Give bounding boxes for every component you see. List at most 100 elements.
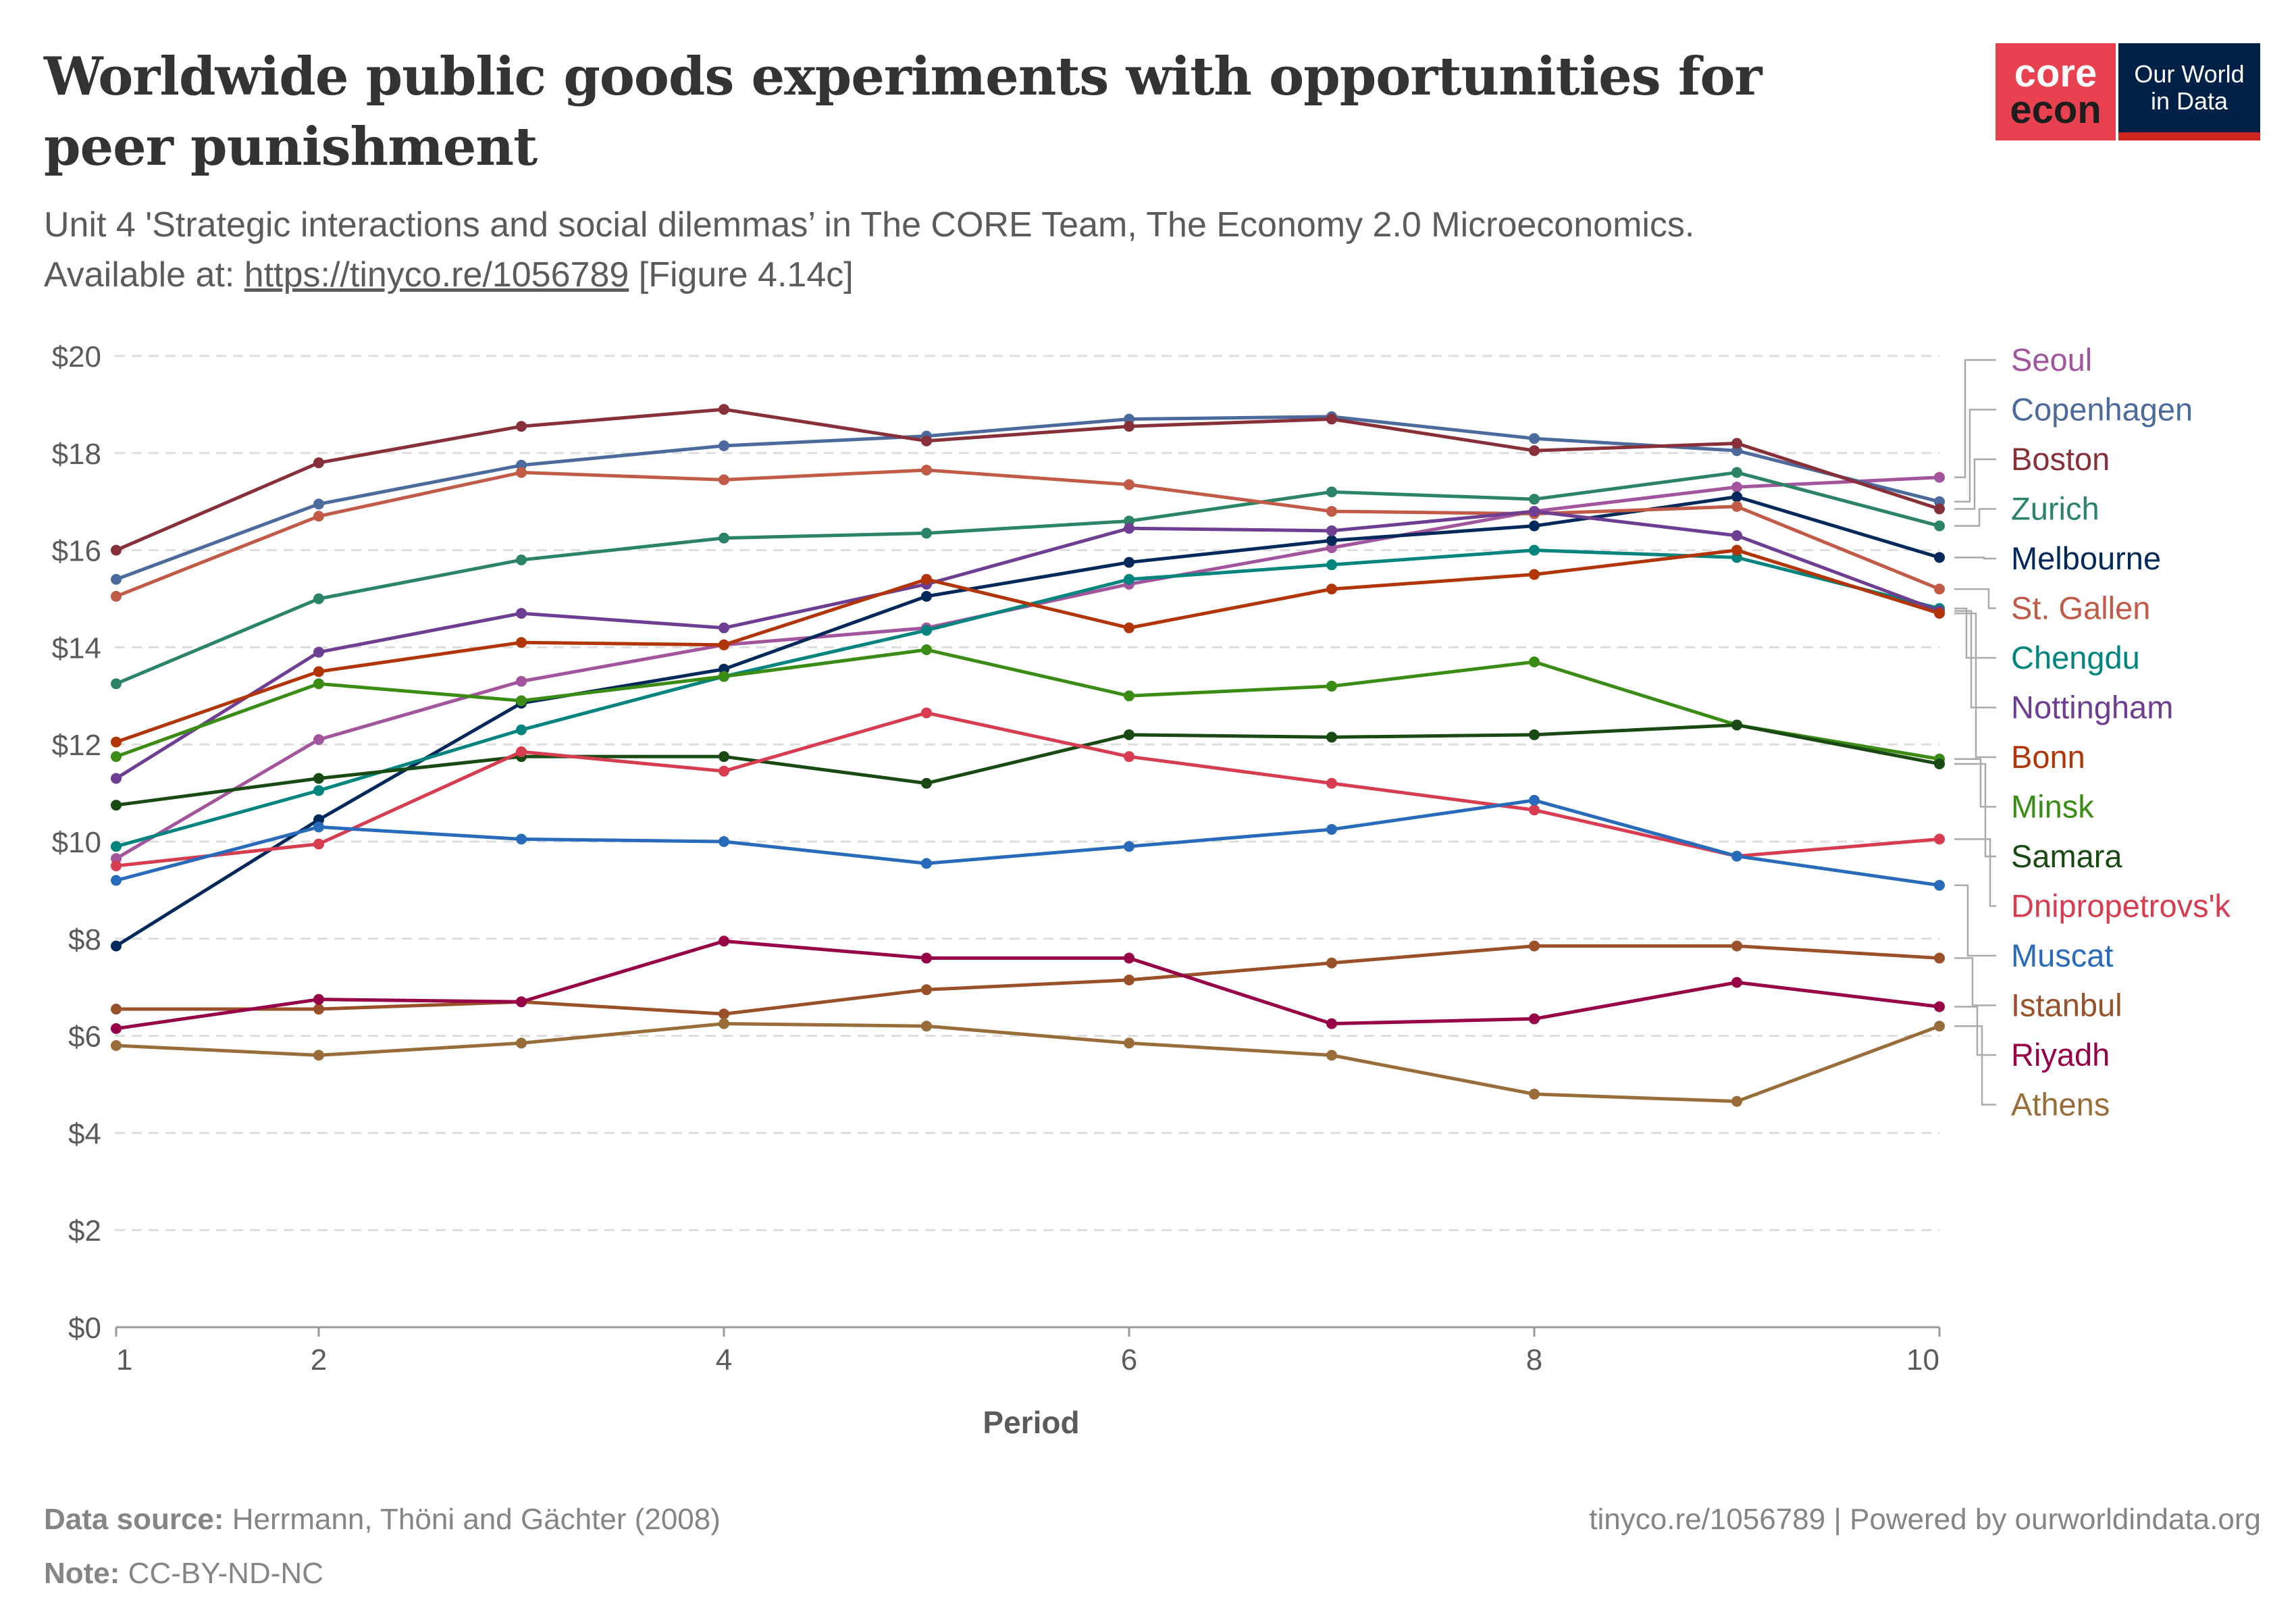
data-point	[1934, 1001, 1945, 1012]
data-point	[516, 421, 527, 432]
series-line	[115, 548, 1940, 848]
footer-credit[interactable]: tinyco.re/1056789 | Powered by ourworldi…	[1589, 1503, 2261, 1536]
data-point	[111, 800, 122, 811]
data-point	[921, 1021, 932, 1032]
data-point	[921, 952, 932, 964]
data-point	[921, 435, 932, 446]
series-line	[115, 548, 1940, 744]
data-point	[1731, 544, 1742, 556]
series-line	[115, 723, 1940, 807]
x-axis-label: Period	[983, 1405, 1079, 1440]
data-point	[921, 590, 932, 602]
data-point	[111, 573, 122, 585]
logo-core-text: core	[2014, 51, 2097, 95]
data-point	[313, 785, 324, 796]
data-point	[1731, 940, 1742, 952]
data-point	[313, 646, 324, 658]
data-point	[1326, 486, 1337, 498]
data-point	[1124, 421, 1134, 432]
data-point	[111, 773, 122, 784]
footer-left: Data source: Herrmann, Thöni and Gächter…	[44, 1493, 721, 1601]
series-lines	[111, 404, 1945, 1107]
data-point	[719, 532, 729, 544]
data-point	[111, 1023, 122, 1034]
legend-label: Bonn	[2011, 739, 2085, 775]
data-point	[1529, 804, 1540, 816]
data-point	[1529, 445, 1540, 457]
legend-connector	[1954, 1006, 1996, 1056]
data-point	[111, 544, 122, 556]
data-point	[1529, 520, 1540, 532]
y-tick-label: $0	[68, 1312, 101, 1345]
data-point	[1731, 850, 1742, 862]
series-line	[115, 415, 1940, 582]
data-point	[719, 639, 729, 650]
legend-connector	[1954, 957, 1996, 1006]
subtitle-text: Unit 4 'Strategic interactions and socia…	[44, 205, 1695, 294]
data-point	[921, 464, 932, 475]
x-tick-label: 2	[311, 1343, 327, 1376]
data-point	[921, 625, 932, 636]
series-riyadh	[111, 935, 1945, 1034]
data-point	[111, 875, 122, 886]
data-point	[1934, 552, 1945, 563]
data-point	[1529, 794, 1540, 806]
data-point	[1124, 841, 1134, 852]
series-line	[115, 471, 1940, 686]
legend-connector	[1954, 458, 1996, 510]
data-point	[1529, 569, 1540, 580]
data-point	[921, 984, 932, 996]
gridlines	[115, 355, 1939, 1231]
data-point	[1934, 520, 1945, 532]
legend-label: Seoul	[2011, 342, 2092, 378]
data-point	[921, 573, 932, 585]
data-point	[516, 608, 527, 619]
series-bonn	[111, 544, 1945, 748]
data-point	[921, 644, 932, 655]
logo[interactable]: core econ Our World in Data	[1995, 43, 2260, 140]
y-tick-label: $4	[68, 1117, 101, 1150]
data-point	[1731, 500, 1742, 512]
data-point	[111, 736, 122, 748]
data-point	[1529, 940, 1540, 952]
series-line	[115, 1022, 1940, 1104]
legend-connector	[1954, 884, 1996, 957]
data-point	[1124, 690, 1134, 702]
data-point	[1124, 523, 1134, 534]
series-line	[115, 648, 1940, 761]
source-link[interactable]: https://tinyco.re/1056789	[244, 255, 629, 294]
data-point	[1124, 952, 1134, 964]
y-tick-label: $18	[52, 438, 101, 471]
legend-connector	[1954, 409, 1996, 503]
data-point	[719, 474, 729, 486]
data-point	[1529, 494, 1540, 505]
legend-connector	[1954, 557, 1996, 560]
data-point	[1326, 506, 1337, 517]
data-point	[1326, 413, 1337, 425]
data-point	[719, 765, 729, 777]
data-point	[1934, 952, 1945, 964]
data-point	[313, 1004, 324, 1015]
y-tick-label: $20	[52, 340, 101, 374]
data-point	[1731, 491, 1742, 503]
data-point	[1124, 751, 1134, 763]
data-point	[313, 457, 324, 469]
y-tick-label: $16	[52, 535, 101, 568]
legend-label: St. Gallen	[2011, 590, 2150, 626]
legend-label: Zurich	[2011, 491, 2099, 527]
data-point	[1529, 433, 1540, 444]
data-point	[1731, 482, 1742, 493]
data-point	[719, 1008, 729, 1020]
data-point	[1934, 584, 1945, 595]
data-point	[111, 590, 122, 602]
source-label: Data source:	[44, 1503, 224, 1536]
data-point	[516, 1037, 527, 1049]
series-chengdu	[111, 544, 1945, 852]
series-line	[115, 711, 1940, 868]
y-tick-label: $8	[68, 923, 101, 956]
data-point	[313, 666, 324, 677]
data-point	[719, 440, 729, 452]
chart-title: Worldwide public goods experiments with …	[44, 46, 1763, 178]
y-tick-label: $6	[68, 1021, 101, 1054]
data-point	[1326, 584, 1337, 595]
